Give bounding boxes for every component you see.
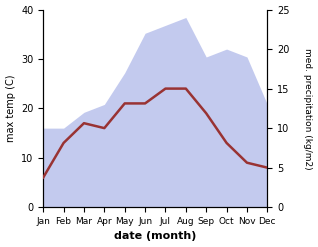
Y-axis label: med. precipitation (kg/m2): med. precipitation (kg/m2) (303, 48, 313, 169)
Y-axis label: max temp (C): max temp (C) (5, 75, 16, 142)
X-axis label: date (month): date (month) (114, 231, 197, 242)
